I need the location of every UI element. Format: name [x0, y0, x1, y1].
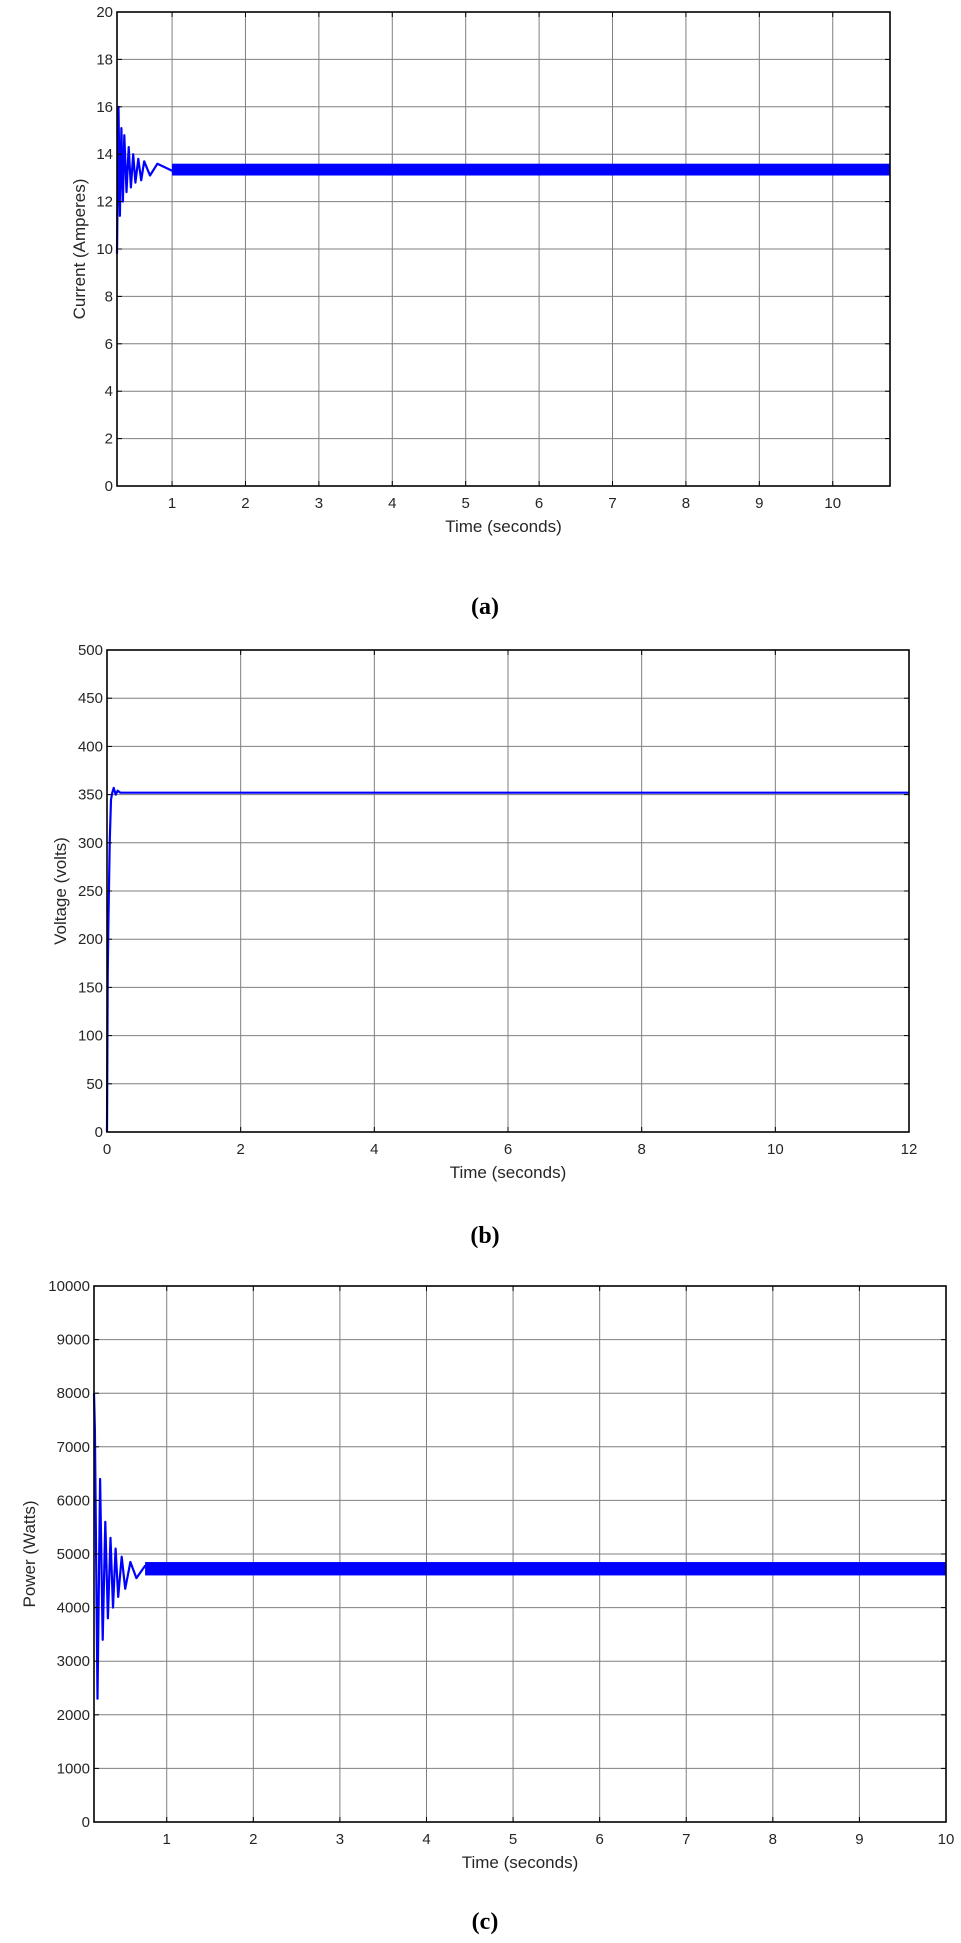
svg-text:7000: 7000: [57, 1439, 90, 1456]
figure-voltage: 0 2 4 6 8 10 12 0 50 100 150 200 250 300 350 400 450 500 T…: [51, 642, 917, 1249]
tick-labels: 0 2 4 6 8 10 12 0 50 100 150 200 250 300 350 400 450 500: [78, 642, 917, 1158]
svg-text:8: 8: [105, 288, 113, 305]
svg-text:9000: 9000: [57, 1332, 90, 1349]
svg-text:6: 6: [595, 1831, 603, 1848]
svg-text:450: 450: [78, 690, 103, 707]
svg-text:5: 5: [462, 495, 470, 512]
grid-lines: [107, 650, 909, 1132]
power-chart: 1 2 3 4 5 6 7 8 9 10 0 1000 2000 3000 4000 5000 6000 7000…: [20, 1278, 954, 1872]
series-voltage: [105, 786, 909, 1133]
svg-text:6: 6: [105, 336, 113, 353]
svg-text:350: 350: [78, 787, 103, 804]
svg-text:7: 7: [682, 1831, 690, 1848]
grid-lines: [117, 12, 890, 486]
svg-text:2: 2: [241, 495, 249, 512]
svg-text:8: 8: [637, 1141, 645, 1158]
svg-text:300: 300: [78, 835, 103, 852]
series-current: [115, 105, 890, 254]
y-axis-label: Voltage (volts): [51, 837, 70, 945]
svg-text:20: 20: [96, 4, 113, 21]
svg-text:2000: 2000: [57, 1707, 90, 1724]
svg-text:2: 2: [105, 431, 113, 448]
svg-text:1: 1: [163, 1831, 171, 1848]
svg-text:0: 0: [95, 1124, 103, 1141]
series-power: [92, 1393, 947, 1700]
svg-text:8: 8: [769, 1831, 777, 1848]
caption-c: (c): [471, 1909, 499, 1935]
svg-text:0: 0: [82, 1814, 90, 1831]
x-axis-label: Time (seconds): [445, 517, 562, 536]
caption-b: (b): [470, 1223, 500, 1249]
svg-text:400: 400: [78, 738, 103, 755]
svg-text:0: 0: [103, 1141, 111, 1158]
voltage-chart: 0 2 4 6 8 10 12 0 50 100 150 200 250 300 350 400 450 500 T…: [51, 642, 917, 1182]
svg-text:8000: 8000: [57, 1385, 90, 1402]
y-axis-label: Power (Watts): [20, 1500, 39, 1607]
svg-text:14: 14: [96, 146, 113, 163]
svg-text:500: 500: [78, 642, 103, 659]
svg-text:4: 4: [388, 495, 396, 512]
svg-text:3: 3: [336, 1831, 344, 1848]
svg-text:3000: 3000: [57, 1653, 90, 1670]
svg-text:1000: 1000: [57, 1760, 90, 1777]
svg-text:10: 10: [824, 495, 841, 512]
x-axis-label: Time (seconds): [450, 1163, 567, 1182]
svg-text:5: 5: [509, 1831, 517, 1848]
svg-text:10: 10: [767, 1141, 784, 1158]
svg-text:3: 3: [315, 495, 323, 512]
tick-labels: 1 2 3 4 5 6 7 8 9 10 0 1000 2000 3000 4000 5000 6000 7000…: [48, 1278, 954, 1848]
svg-text:1: 1: [168, 495, 176, 512]
y-axis-label: Current (Amperes): [70, 179, 89, 320]
svg-text:12: 12: [901, 1141, 918, 1158]
svg-text:200: 200: [78, 931, 103, 948]
caption-a: (a): [471, 594, 499, 620]
svg-text:0: 0: [105, 478, 113, 495]
grid-lines: [94, 1286, 946, 1822]
svg-text:10000: 10000: [48, 1278, 90, 1295]
svg-text:4000: 4000: [57, 1600, 90, 1617]
svg-text:6: 6: [504, 1141, 512, 1158]
svg-text:7: 7: [608, 495, 616, 512]
svg-text:6: 6: [535, 495, 543, 512]
svg-text:10: 10: [938, 1831, 955, 1848]
svg-text:16: 16: [96, 99, 113, 116]
svg-text:12: 12: [96, 194, 113, 211]
svg-text:9: 9: [755, 495, 763, 512]
svg-text:8: 8: [682, 495, 690, 512]
svg-text:250: 250: [78, 883, 103, 900]
svg-text:18: 18: [96, 51, 113, 68]
svg-text:10: 10: [96, 241, 113, 258]
svg-text:4: 4: [370, 1141, 378, 1158]
svg-text:2: 2: [236, 1141, 244, 1158]
svg-text:4: 4: [105, 383, 113, 400]
svg-text:50: 50: [86, 1076, 103, 1093]
svg-text:150: 150: [78, 979, 103, 996]
svg-text:6000: 6000: [57, 1492, 90, 1509]
svg-text:4: 4: [422, 1831, 430, 1848]
svg-text:9: 9: [855, 1831, 863, 1848]
svg-text:100: 100: [78, 1028, 103, 1045]
svg-text:5000: 5000: [57, 1546, 90, 1563]
svg-text:2: 2: [249, 1831, 257, 1848]
figure-current: 1 2 3 4 5 6 7 8 9 10 0 2 4 6 8 10 12 14 16 18 20 Time (second…: [0, 0, 961, 630]
x-axis-label: Time (seconds): [462, 1853, 579, 1872]
